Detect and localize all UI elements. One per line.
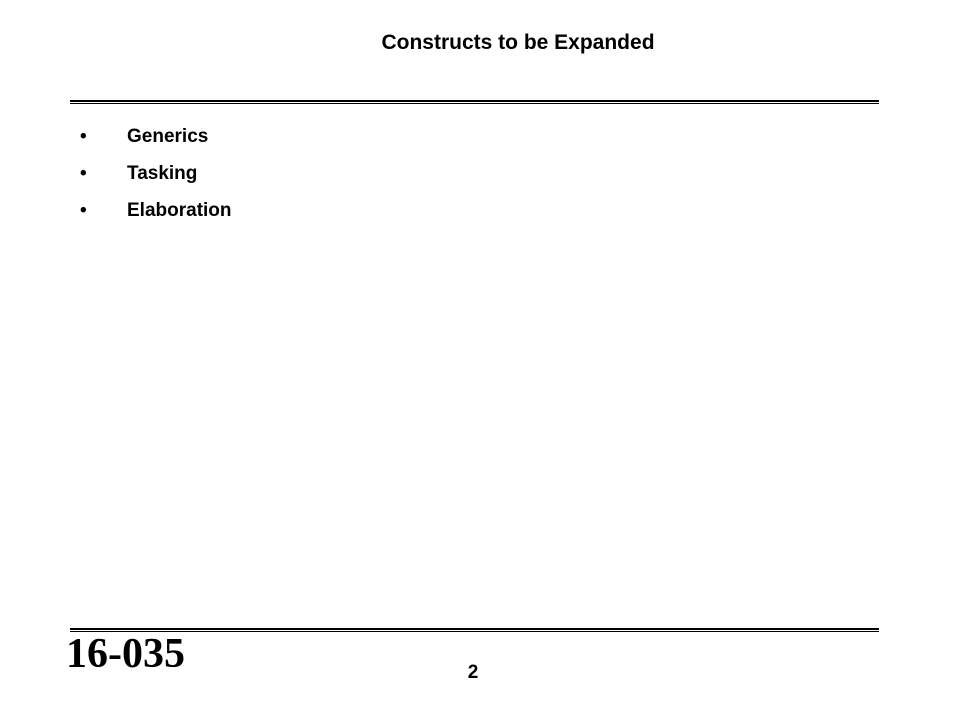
rule [70,100,879,104]
bullet-item: • Generics [80,126,209,147]
bullet-list: • Generics • Tasking • Elaboration [80,118,232,229]
title: Constructs to be Expanded [381,31,655,54]
course-code: 16-035 [66,631,185,677]
bullet-text: Elaboration [127,200,232,221]
bullet-item: • Tasking [80,163,198,184]
bullet-text: Tasking [127,163,198,184]
rule [70,628,879,632]
bullet-text: Generics [127,126,209,147]
page-number: 2 [467,662,479,683]
bullet-item: • Elaboration [80,200,232,221]
